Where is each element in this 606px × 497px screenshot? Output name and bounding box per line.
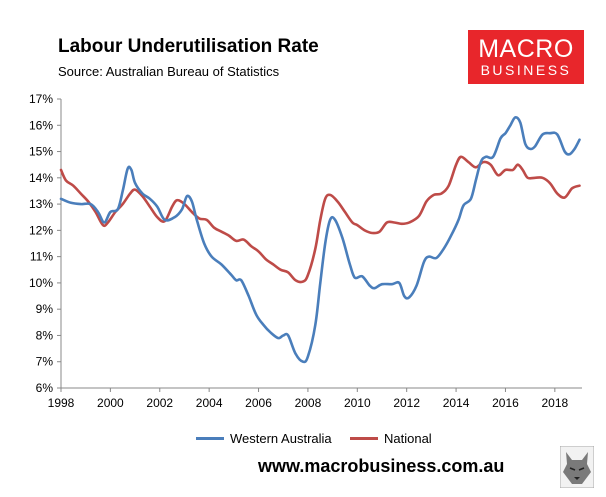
y-tick-label: 6% <box>36 381 54 395</box>
logo-line-2: BUSINESS <box>480 62 572 78</box>
chart-legend: Western Australia National <box>0 431 606 447</box>
series-line-national <box>59 155 581 284</box>
legend-item-western-australia: Western Australia <box>196 431 332 446</box>
x-tick-label: 2018 <box>541 396 568 410</box>
legend-label-western-australia: Western Australia <box>230 431 332 446</box>
legend-swatch-national <box>350 437 378 440</box>
series-line-western-australia <box>59 116 581 364</box>
y-tick-label: 17% <box>29 92 53 106</box>
chart-source: Source: Australian Bureau of Statistics <box>58 64 280 79</box>
x-tick-label: 2016 <box>492 396 519 410</box>
chart-title: Labour Underutilisation Rate <box>58 36 319 57</box>
wolf-icon <box>560 446 594 488</box>
legend-label-national: National <box>384 431 432 446</box>
x-tick-label: 2008 <box>295 396 322 410</box>
y-tick-label: 7% <box>36 355 54 369</box>
x-tick-label: 2012 <box>393 396 420 410</box>
y-tick-label: 15% <box>29 145 53 159</box>
macrobusiness-logo: MACRO BUSINESS <box>468 30 584 84</box>
y-tick-label: 8% <box>36 328 54 342</box>
x-tick-label: 2004 <box>196 396 223 410</box>
y-tick-label: 9% <box>36 302 54 316</box>
y-tick-label: 16% <box>29 118 53 132</box>
x-tick-label: 2000 <box>97 396 124 410</box>
y-tick-label: 11% <box>30 250 53 264</box>
logo-line-1: MACRO <box>478 35 574 63</box>
y-tick-label: 13% <box>29 197 53 211</box>
x-tick-label: 2002 <box>146 396 173 410</box>
y-tick-label: 14% <box>29 171 53 185</box>
x-tick-label: 2010 <box>344 396 371 410</box>
x-tick-label: 2006 <box>245 396 272 410</box>
x-tick-label: 2014 <box>443 396 470 410</box>
y-tick-label: 12% <box>29 223 53 237</box>
website-url: www.macrobusiness.com.au <box>258 456 505 476</box>
y-tick-label: 10% <box>29 276 53 290</box>
legend-item-national: National <box>350 431 432 446</box>
legend-swatch-western-australia <box>196 437 224 440</box>
x-tick-label: 1998 <box>48 396 75 410</box>
